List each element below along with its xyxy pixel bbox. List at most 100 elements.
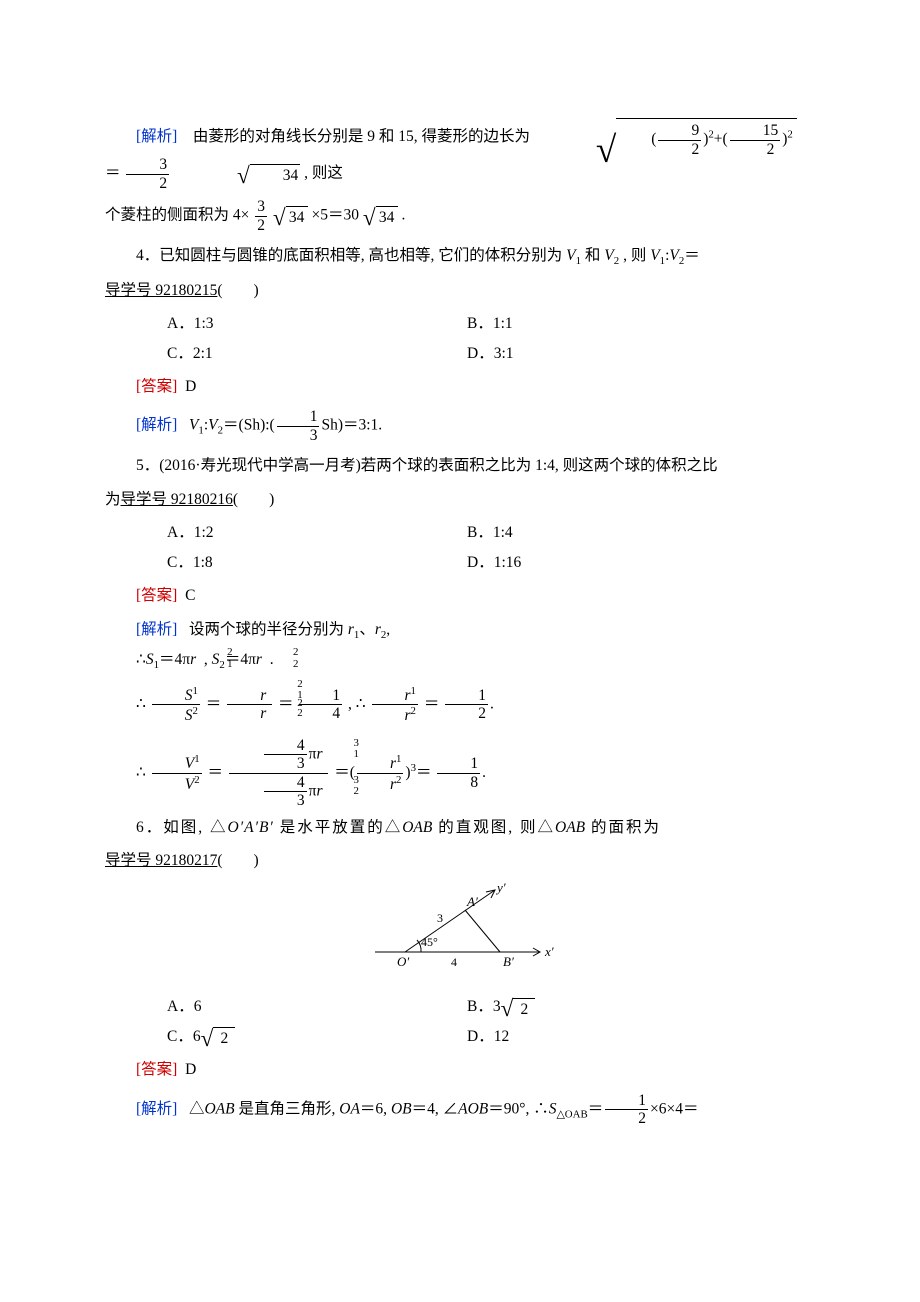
paren: ( )	[217, 282, 258, 299]
q3-after: , 则这	[304, 165, 343, 182]
ob: OB	[391, 1100, 412, 1117]
analysis-label: [解析]	[136, 417, 177, 434]
sqrt-34: √34	[175, 164, 300, 185]
frac: r12 r22	[225, 688, 274, 722]
optb-pre: B．3	[467, 998, 501, 1015]
comma: ,	[348, 695, 356, 712]
frac: S1 S2	[150, 686, 202, 724]
answer-label: [答案]	[136, 1061, 177, 1078]
q6-analysis: [解析] △OAB 是直角三角形, OA＝6, OB＝4, ∠AOB＝90°, …	[105, 1093, 815, 1127]
q5-answer: [答案] C	[105, 581, 815, 610]
frac: r1 r2	[355, 754, 405, 792]
q4-mid: ＝(Sh):(	[223, 417, 275, 434]
q3-line2: 个菱柱的侧面积为 4× 32 √34 ×5＝30 √34 .	[105, 199, 815, 233]
opt-a: A．6	[167, 992, 467, 1021]
therefore: ∴	[136, 651, 146, 668]
q4-opts-row1: A．1:3 B．1:1	[105, 309, 815, 338]
t: ,	[386, 621, 390, 638]
q3-end: .	[402, 207, 406, 224]
sqrt-expr: √(92)2+(152)2	[534, 118, 797, 157]
q4-answer: [答案] D	[105, 372, 815, 401]
analysis-label: [解析]	[136, 621, 177, 638]
study-number-link[interactable]: 导学号 92180215	[105, 282, 217, 299]
q4-studyno-line: 导学号 92180215( )	[105, 276, 815, 305]
t: 是水平放置的△	[274, 819, 402, 836]
opt-b: B．1:4	[467, 518, 767, 547]
q4-t1: 4．已知圆柱与圆锥的底面积相等, 高也相等, 它们的体积分别为	[136, 247, 566, 264]
q6-stem: 6．如图, △O′A′B′ 是水平放置的△OAB 的直观图, 则△OAB 的面积…	[105, 813, 815, 842]
t: 设两个球的半径分别为	[189, 621, 348, 638]
therefore: ∴	[136, 695, 146, 712]
q4-then: , 则	[623, 247, 650, 264]
v: V	[189, 417, 198, 434]
t: ＝90°, ∴	[488, 1100, 548, 1117]
t: 的直观图, 则△	[432, 819, 555, 836]
study-number-link[interactable]: 导学号 92180216	[121, 491, 233, 508]
frac: 43	[262, 775, 309, 809]
v: V	[208, 417, 217, 434]
answer-label: [答案]	[136, 587, 177, 604]
cube: 3	[411, 762, 416, 774]
tri: △	[189, 1100, 205, 1117]
q5-analysis-4: ∴ V1 V2 ＝ 43πr13 43πr23 ＝( r1 r2 )3＝ 18.	[105, 738, 815, 809]
q5-text: 5．(2016·寿光现代中学高一月考)若两个球的表面积之比为 1:4, 则这两个…	[136, 457, 718, 474]
oab: OAB	[204, 1100, 234, 1117]
q6-ans: D	[185, 1061, 196, 1078]
q5-analysis-3: ∴ S1 S2 ＝ r12 r22 ＝ 14 , ∴ r1 r2 ＝ 12.	[105, 686, 815, 724]
q5-analysis-2: ∴S1＝4πr12 , S2＝4πr22 .	[105, 649, 815, 673]
eq: ＝	[105, 165, 121, 182]
s: S	[185, 707, 193, 724]
q4-ans: D	[185, 378, 196, 395]
q3-mid: ×5＝30	[312, 207, 360, 224]
sqrt: √34	[273, 206, 308, 227]
sqrt: √34	[363, 206, 398, 227]
frac: 13	[275, 409, 322, 443]
radical-icon: √	[363, 208, 376, 229]
v: V	[669, 247, 678, 264]
radical-icon: √	[273, 208, 286, 229]
side3-label: 3	[437, 911, 443, 925]
q5-ans: C	[185, 587, 195, 604]
q4-stem: 4．已知圆柱与圆锥的底面积相等, 高也相等, 它们的体积分别为 V1 和 V2 …	[105, 241, 815, 272]
angle-label: 45°	[421, 935, 438, 949]
q3-analysis: [解析] 由菱形的对角线长分别是 9 和 15, 得菱形的边长为 √(92)2+…	[105, 118, 815, 191]
paren: ( )	[233, 491, 274, 508]
a-prime-label: A′	[466, 894, 478, 909]
t: ＝4, ∠	[412, 1100, 459, 1117]
frac: r1 r2	[370, 686, 420, 724]
v: V	[185, 755, 194, 772]
frac-num: 15	[730, 123, 781, 141]
v: V	[185, 776, 194, 793]
radical-icon: √	[201, 1029, 214, 1050]
oab: OAB	[402, 819, 432, 836]
q5-opts-row1: A．1:2 B．1:4	[105, 518, 815, 547]
frac: 14	[297, 688, 344, 722]
opt-d: D．1:16	[467, 548, 767, 577]
eq: ＝	[684, 247, 700, 264]
therefore: ∴	[356, 695, 366, 712]
optc-pre: C．6	[167, 1028, 201, 1045]
y-prime-label: y′	[495, 882, 506, 895]
q6-opts-row1: A．6 B．3√2	[105, 992, 815, 1021]
sep: 、	[359, 621, 375, 638]
frac: V1 V2	[150, 754, 204, 792]
q3-line2-pre: 个菱柱的侧面积为 4×	[105, 207, 249, 224]
frac-den: 2	[658, 141, 701, 158]
study-number-link[interactable]: 导学号 92180217	[105, 852, 217, 869]
q6-opts-row2: C．6√2 D．12	[105, 1022, 815, 1051]
oab: OAB	[555, 819, 585, 836]
s: S	[146, 651, 154, 668]
q5-studyno-line: 为导学号 92180216( )	[105, 485, 815, 514]
opt-d: D．12	[467, 1022, 767, 1051]
v: V	[566, 247, 575, 264]
t: ＝6,	[360, 1100, 391, 1117]
aob: AOB	[458, 1100, 488, 1117]
oab-prime: O′A′B′	[228, 819, 274, 836]
studyno-prefix: 导学号	[105, 282, 155, 299]
radical-icon: √	[206, 166, 250, 187]
frac: 12	[603, 1093, 650, 1127]
v: V	[650, 247, 659, 264]
opt-c: C．6√2	[167, 1022, 467, 1051]
studyno: 92180216	[171, 491, 233, 508]
opt-c: C．1:8	[167, 548, 467, 577]
